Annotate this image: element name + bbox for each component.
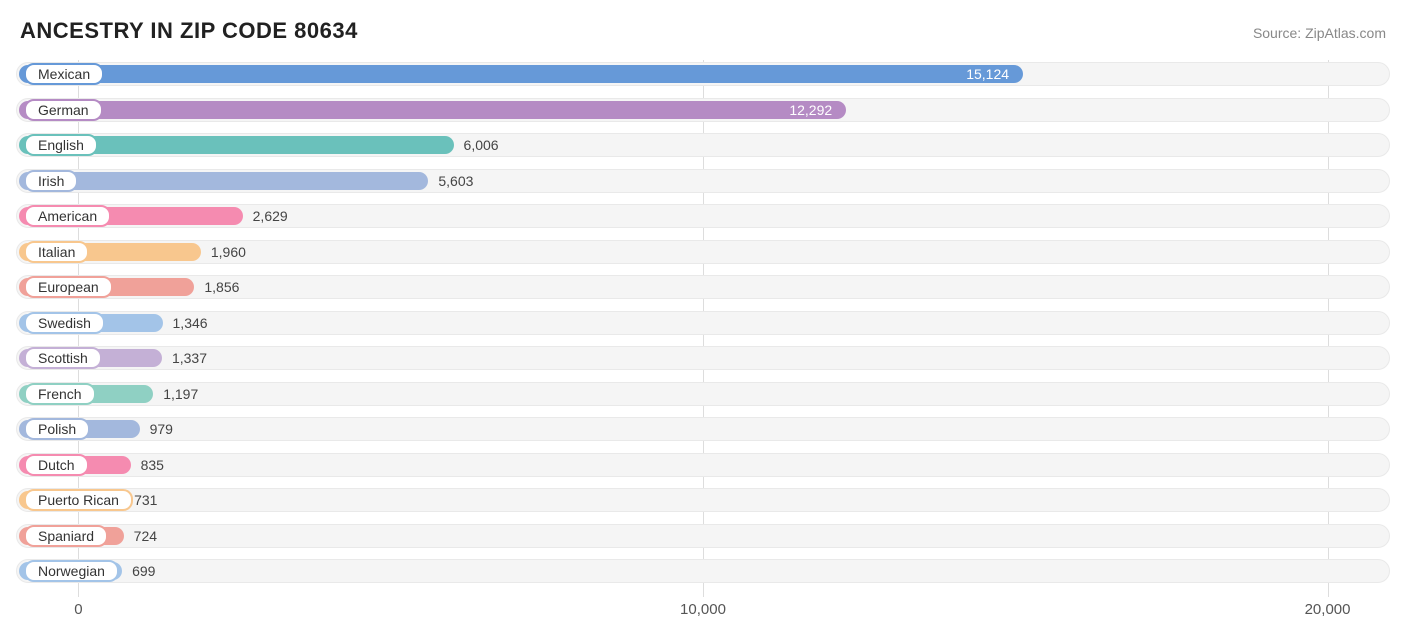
category-pill: Norwegian (24, 560, 119, 582)
category-pill: Spaniard (24, 525, 108, 547)
bar-row: Swedish 1,346 (16, 309, 1390, 337)
bar (19, 65, 1023, 83)
bar-value: 731 (134, 492, 157, 508)
bar-value: 1,197 (163, 386, 198, 402)
bar-row: Polish 979 (16, 415, 1390, 443)
bar-row: Dutch 835 (16, 451, 1390, 479)
category-pill: English (24, 134, 98, 156)
chart-header: ANCESTRY IN ZIP CODE 80634 Source: ZipAt… (0, 0, 1406, 54)
category-pill: Dutch (24, 454, 89, 476)
category-pill: Irish (24, 170, 78, 192)
bar-value: 724 (134, 528, 157, 544)
chart-title: ANCESTRY IN ZIP CODE 80634 (20, 18, 358, 44)
category-pill: French (24, 383, 96, 405)
bar-row: Scottish 1,337 (16, 344, 1390, 372)
bar-track (16, 453, 1390, 477)
bar-value: 15,124 (966, 66, 1009, 82)
chart-area: Mexican 15,124 German 12,292 English 6,006 Iri… (16, 60, 1390, 623)
bar-track (16, 417, 1390, 441)
x-tick-label: 10,000 (680, 601, 726, 618)
x-axis: 0 10,000 20,000 (16, 593, 1390, 623)
category-pill: German (24, 99, 103, 121)
bar-row: European 1,856 (16, 273, 1390, 301)
bar-value: 6,006 (464, 137, 499, 153)
bar-row: German 12,292 (16, 96, 1390, 124)
bar-value: 979 (150, 421, 173, 437)
x-tick-label: 0 (74, 601, 82, 618)
category-pill: American (24, 205, 111, 227)
category-pill: Puerto Rican (24, 489, 133, 511)
x-tick-label: 20,000 (1305, 601, 1351, 618)
bar-row: Puerto Rican731 (16, 486, 1390, 514)
chart-rows: Mexican 15,124 German 12,292 English 6,006 Iri… (16, 60, 1390, 585)
bar-value: 5,603 (438, 173, 473, 189)
chart-source: Source: ZipAtlas.com (1253, 25, 1386, 41)
category-pill: Swedish (24, 312, 105, 334)
bar-track (16, 346, 1390, 370)
bar-row: American 2,629 (16, 202, 1390, 230)
bar-track (16, 524, 1390, 548)
bar-value: 1,960 (211, 244, 246, 260)
category-pill: Scottish (24, 347, 102, 369)
bar-value: 1,856 (204, 279, 239, 295)
bar-row: Irish 5,603 (16, 167, 1390, 195)
bar-row: Spaniard 724 (16, 522, 1390, 550)
bar-row: Italian 1,960 (16, 238, 1390, 266)
category-pill: Mexican (24, 63, 104, 85)
bar-row: Mexican 15,124 (16, 60, 1390, 88)
bar-value: 1,337 (172, 350, 207, 366)
bar-track (16, 488, 1390, 512)
bar-track (16, 382, 1390, 406)
bar-track (16, 311, 1390, 335)
bar-value: 12,292 (789, 102, 832, 118)
bar (19, 101, 846, 119)
bar-value: 1,346 (173, 315, 208, 331)
bar-row: English 6,006 (16, 131, 1390, 159)
category-pill: Italian (24, 241, 89, 263)
bar-row: French 1,197 (16, 380, 1390, 408)
bar-value: 2,629 (253, 208, 288, 224)
category-pill: European (24, 276, 113, 298)
bar-value: 699 (132, 563, 155, 579)
bar-value: 835 (141, 457, 164, 473)
bar-row: Norwegian 699 (16, 557, 1390, 585)
bar (19, 172, 428, 190)
category-pill: Polish (24, 418, 90, 440)
bar-track (16, 559, 1390, 583)
